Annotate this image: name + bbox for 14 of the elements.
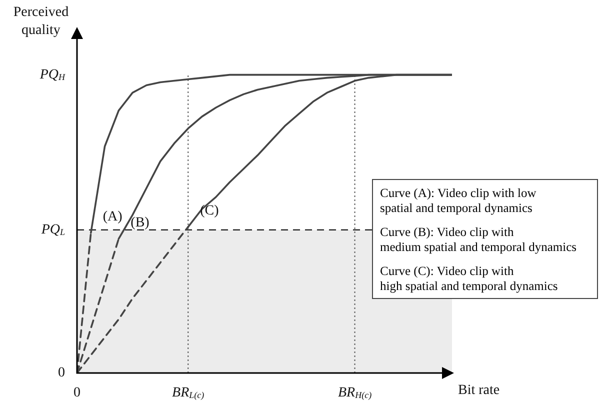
text: 0 xyxy=(58,366,65,381)
y-axis-title: Perceived quality xyxy=(12,4,70,40)
annotation: Curve (B): Video clip with medium spatial and temporal dynamics xyxy=(380,225,578,255)
x-tick-label: BRH(c) xyxy=(338,386,372,401)
ref-line-label: PQL xyxy=(40,222,66,238)
x-axis-title: Bit rate xyxy=(458,383,500,399)
series-label: (B) xyxy=(130,215,150,230)
x-tick-label: BRL(c) xyxy=(172,386,204,401)
series-label: (A) xyxy=(102,210,123,225)
annotation: Curve (A): Video clip with low spatial and temporal dynamics xyxy=(380,186,538,216)
series-label: (C) xyxy=(200,204,220,219)
text: PQH xyxy=(38,68,66,83)
annotation: Curve (C): Video clip with high spatial and temporal dynamics xyxy=(380,264,559,294)
x-tick-label: 0 xyxy=(74,386,80,401)
